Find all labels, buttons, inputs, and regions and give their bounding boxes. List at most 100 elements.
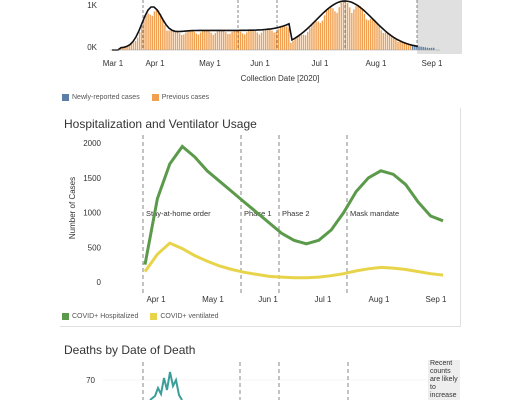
cases-bar: [197, 34, 200, 50]
cases-bar: [237, 30, 240, 50]
cases-bar: [256, 32, 258, 50]
cases-bar: [134, 41, 137, 50]
cases-bar: [340, 2, 342, 50]
cases-bar: [170, 30, 172, 50]
hosp-x-tick: Jul 1: [315, 295, 332, 304]
cases-bar: [122, 47, 124, 50]
legend-swatch-yellow: [150, 313, 158, 320]
deaths-series-line: [149, 371, 183, 400]
legend-swatch-blue: [62, 94, 69, 101]
cases-bar: [244, 34, 246, 50]
cases-bar: [210, 32, 212, 50]
cases-bar: [136, 37, 139, 50]
cases-bar: [365, 19, 368, 50]
cases-bar: [313, 22, 315, 50]
hosp-y-tick: 1000: [83, 209, 101, 218]
cases-bar: [216, 31, 219, 50]
legend-label: Previous cases: [161, 94, 210, 101]
cases-bar: [220, 30, 223, 50]
cases-x-tick: Mar 1: [103, 59, 124, 68]
cases-bar: [330, 7, 332, 51]
legend-hospitalized: COVID+ Hospitalized: [62, 313, 138, 320]
series-line-ventilated: [143, 241, 444, 280]
cases-bar: [189, 30, 191, 50]
legend-label: COVID+ ventilated: [160, 313, 219, 320]
series-line-hospitalized: [143, 144, 444, 265]
cases-bar: [336, 12, 338, 50]
cases-bar: [269, 29, 271, 50]
cases-bar: [409, 45, 412, 50]
cases-bar: [302, 34, 305, 50]
cases-bar: [414, 46, 416, 50]
cases-bar: [298, 35, 300, 50]
hosp-y-tick: 2000: [83, 139, 101, 148]
cases-bar: [223, 30, 225, 50]
cases-bar: [426, 47, 429, 50]
hosp-x-tick: Aug 1: [369, 295, 390, 304]
cases-bar: [332, 8, 334, 50]
cases-bar: [412, 46, 414, 50]
cases-bar: [124, 47, 126, 50]
cases-bar: [367, 20, 370, 50]
cases-bar: [378, 26, 380, 50]
cases-bar: [342, 0, 345, 50]
cases-bar: [386, 32, 389, 50]
cases-bar: [399, 41, 401, 50]
cases-bar: [218, 30, 221, 50]
cases-bar: [258, 34, 261, 50]
cases-bar: [262, 30, 265, 50]
cases-bar: [120, 48, 122, 50]
deaths-y-tick-70: 70: [86, 376, 95, 385]
cases-bar: [363, 13, 366, 50]
cases-bar: [139, 32, 141, 50]
cases-bar: [132, 42, 135, 50]
cases-bar: [359, 5, 361, 51]
cases-bar: [321, 20, 324, 50]
cases-bar: [311, 24, 313, 50]
cases-bar: [424, 47, 426, 50]
cases-bar: [160, 14, 162, 50]
cases-bar: [178, 33, 181, 50]
cases-bar: [143, 19, 145, 50]
cases-bar: [212, 34, 214, 50]
cases-bar: [250, 29, 252, 50]
cases-bar: [361, 9, 363, 50]
cases-bar: [246, 32, 248, 50]
cases-bar: [227, 34, 229, 50]
legend-ventilated: COVID+ ventilated: [150, 313, 219, 320]
cases-bar: [181, 34, 183, 50]
cases-bar: [344, 0, 347, 50]
cases-bar: [241, 33, 244, 50]
cases-bar: [168, 30, 170, 50]
cases-legend: Newly-reported cases Previous cases: [62, 94, 221, 101]
cases-bar: [141, 25, 143, 50]
cases-bar: [155, 9, 158, 50]
cases-bar: [149, 14, 151, 50]
cases-bar: [323, 15, 326, 51]
cases-bar: [187, 30, 189, 50]
cases-bar: [283, 25, 286, 50]
cases-bar: [235, 29, 237, 50]
cases-bar: [433, 47, 435, 50]
cases-bar: [265, 29, 267, 50]
cases-bar: [380, 30, 382, 50]
cases-bar: [130, 44, 132, 50]
hosp-y-tick: 1500: [83, 174, 101, 183]
cases-bar: [374, 19, 376, 50]
cases-bar: [214, 33, 216, 50]
hosp-x-tick: Apr 1: [146, 295, 166, 304]
cases-bar: [309, 28, 311, 50]
cases-bar: [290, 42, 292, 50]
cases-bar: [277, 29, 279, 50]
cases-x-axis-label: Collection Date [2020]: [241, 74, 320, 83]
cases-bar: [271, 30, 273, 50]
cases-bar: [370, 18, 372, 50]
cases-bar: [391, 35, 393, 50]
cases-bar: [319, 22, 321, 50]
cases-bar: [260, 32, 263, 50]
cases-bar: [281, 26, 284, 50]
cases-bar: [325, 10, 328, 50]
hosp-x-tick: Sep 1: [426, 295, 447, 304]
cases-bar: [304, 35, 307, 50]
